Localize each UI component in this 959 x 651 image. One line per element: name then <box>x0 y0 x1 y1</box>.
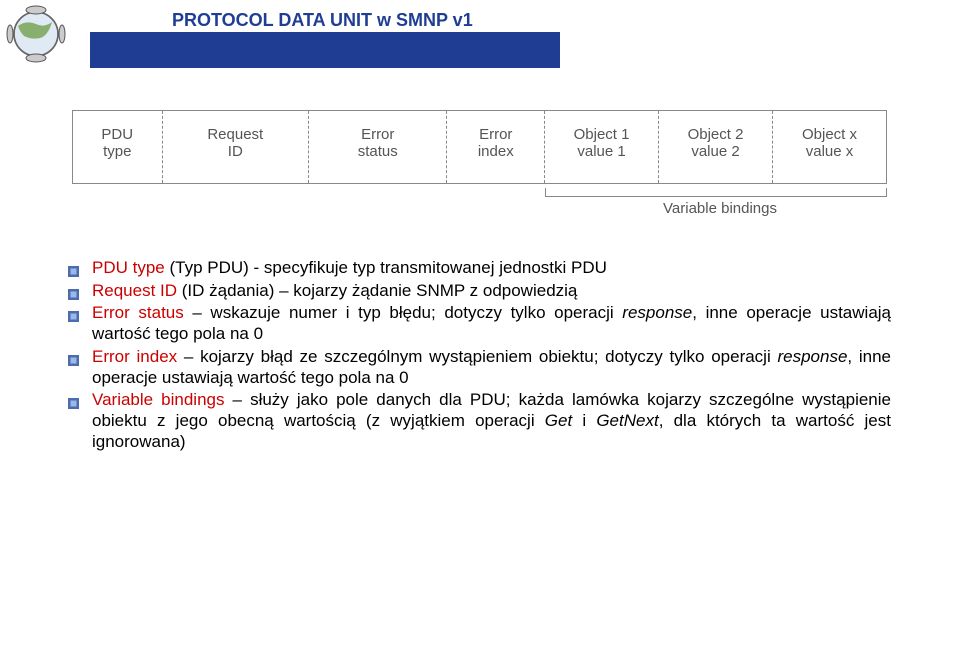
bullet-desc: Get <box>545 411 572 430</box>
globe-logo-icon <box>4 2 68 66</box>
bullet-icon <box>68 262 79 273</box>
bullet-key: Error index <box>92 347 177 366</box>
logo <box>4 2 86 71</box>
list-item: Error status – wskazuje numer i typ błęd… <box>68 303 891 344</box>
cell-error-status: Errorstatus <box>309 111 447 184</box>
cell-error-index: Errorindex <box>447 111 545 184</box>
list-item: Request ID (ID żądania) – kojarzy żądani… <box>68 281 891 302</box>
bullet-key: Variable bindings <box>92 390 225 409</box>
pdu-table: PDUtype RequestID Errorstatus Errorindex… <box>72 110 887 184</box>
list-item: PDU type (Typ PDU) - specyfikuje typ tra… <box>68 258 891 279</box>
bullet-key: Request ID <box>92 281 177 300</box>
list-item: Variable bindings – służy jako pole dany… <box>68 390 891 452</box>
bullet-icon <box>68 285 79 296</box>
bullet-icon <box>68 351 79 362</box>
bullet-icon <box>68 307 79 318</box>
bullet-desc: i <box>572 411 596 430</box>
cell-request-id: RequestID <box>162 111 309 184</box>
bullet-desc: (Typ PDU) - specyfikuje typ transmitowan… <box>165 258 607 277</box>
bullet-desc: response <box>622 303 692 322</box>
cell-pdu-type: PDUtype <box>73 111 163 184</box>
page-title: PROTOCOL DATA UNIT w SMNP v1 <box>172 10 473 31</box>
variable-bindings-label: Variable bindings <box>663 200 777 217</box>
bullet-list: PDU type (Typ PDU) - specyfikuje typ tra… <box>68 258 891 453</box>
list-item: Error index – kojarzy błąd ze szczególny… <box>68 347 891 388</box>
cell-obj1: Object 1value 1 <box>545 111 659 184</box>
pdu-diagram: PDUtype RequestID Errorstatus Errorindex… <box>72 110 887 230</box>
bullet-desc: – kojarzy błąd ze szczególnym wystąpieni… <box>177 347 777 366</box>
bullet-desc: response <box>777 347 847 366</box>
bullet-desc: – wskazuje numer i typ błędu; dotyczy ty… <box>184 303 623 322</box>
bullet-desc: GetNext <box>596 411 658 430</box>
title-bar <box>90 32 560 68</box>
cell-obj2: Object 2value 2 <box>659 111 773 184</box>
bullet-icon <box>68 394 79 405</box>
bullet-key: Error status <box>92 303 184 322</box>
variable-bindings-bracket: Variable bindings <box>72 186 887 230</box>
header: PROTOCOL DATA UNIT w SMNP v1 <box>0 0 959 70</box>
bullet-desc: (ID żądania) – kojarzy żądanie SNMP z od… <box>177 281 577 300</box>
cell-objx: Object xvalue x <box>773 111 887 184</box>
table-row: PDUtype RequestID Errorstatus Errorindex… <box>73 111 887 184</box>
bullet-key: PDU type <box>92 258 165 277</box>
